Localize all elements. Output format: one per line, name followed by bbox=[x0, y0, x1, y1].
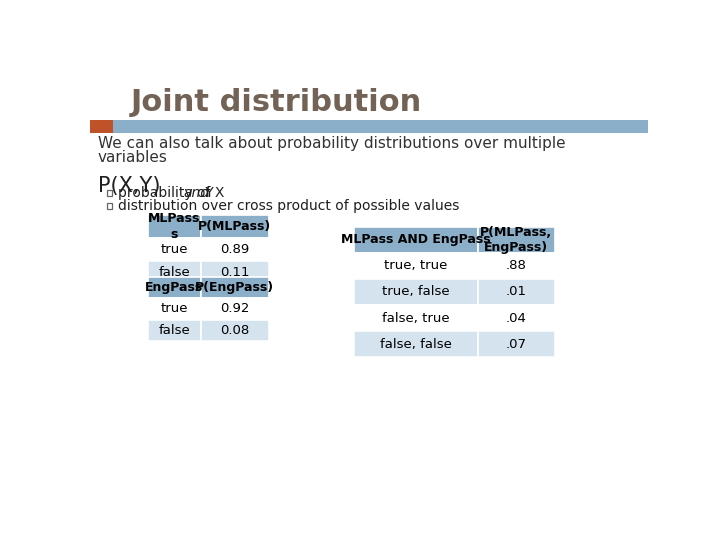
Text: false: false bbox=[158, 266, 190, 279]
Text: Y: Y bbox=[201, 186, 214, 200]
Text: EngPass: EngPass bbox=[145, 281, 204, 294]
Text: P(MLPass): P(MLPass) bbox=[198, 220, 271, 233]
Bar bbox=[477, 331, 555, 357]
Text: variables: variables bbox=[98, 150, 168, 165]
Text: P(MLPass,
EngPass): P(MLPass, EngPass) bbox=[480, 226, 552, 254]
Bar bbox=[201, 215, 269, 238]
Bar bbox=[201, 298, 269, 320]
Bar bbox=[148, 238, 201, 261]
Bar bbox=[477, 279, 555, 305]
Bar bbox=[201, 320, 269, 341]
Text: Joint distribution: Joint distribution bbox=[130, 88, 421, 117]
Bar bbox=[201, 261, 269, 284]
Bar bbox=[107, 190, 112, 195]
Text: true: true bbox=[161, 302, 188, 315]
Bar bbox=[90, 120, 113, 132]
Text: MLPass
s: MLPass s bbox=[148, 213, 201, 240]
Bar bbox=[201, 276, 269, 298]
Bar bbox=[354, 253, 477, 279]
Text: true, false: true, false bbox=[382, 286, 449, 299]
Bar bbox=[477, 226, 555, 253]
Text: P(EngPass): P(EngPass) bbox=[195, 281, 274, 294]
Text: .07: .07 bbox=[505, 338, 527, 351]
Bar bbox=[201, 238, 269, 261]
Bar bbox=[477, 253, 555, 279]
Bar bbox=[148, 298, 201, 320]
Text: and: and bbox=[183, 186, 209, 200]
Bar bbox=[148, 215, 201, 238]
Text: 0.08: 0.08 bbox=[220, 324, 250, 337]
Text: 0.11: 0.11 bbox=[220, 266, 250, 279]
Text: false, true: false, true bbox=[382, 312, 449, 325]
Bar bbox=[107, 204, 112, 209]
Text: P(X,Y): P(X,Y) bbox=[98, 177, 161, 197]
Bar bbox=[354, 305, 477, 331]
Bar bbox=[148, 276, 201, 298]
Text: false: false bbox=[158, 324, 190, 337]
Bar bbox=[148, 261, 201, 284]
Text: .88: .88 bbox=[506, 259, 527, 272]
Bar bbox=[354, 279, 477, 305]
Text: MLPass AND EngPass: MLPass AND EngPass bbox=[341, 233, 490, 246]
Text: 0.92: 0.92 bbox=[220, 302, 250, 315]
Text: 0.89: 0.89 bbox=[220, 243, 250, 256]
Text: true, true: true, true bbox=[384, 259, 447, 272]
Text: false, false: false, false bbox=[379, 338, 451, 351]
Text: We can also talk about probability distributions over multiple: We can also talk about probability distr… bbox=[98, 137, 565, 151]
Text: probability of X: probability of X bbox=[118, 186, 229, 200]
Bar bbox=[148, 320, 201, 341]
Text: distribution over cross product of possible values: distribution over cross product of possi… bbox=[118, 199, 459, 213]
Text: true: true bbox=[161, 243, 188, 256]
Bar bbox=[354, 331, 477, 357]
Text: .04: .04 bbox=[506, 312, 527, 325]
Bar bbox=[477, 305, 555, 331]
Bar bbox=[113, 120, 648, 132]
Text: .01: .01 bbox=[505, 286, 527, 299]
Bar bbox=[354, 226, 477, 253]
